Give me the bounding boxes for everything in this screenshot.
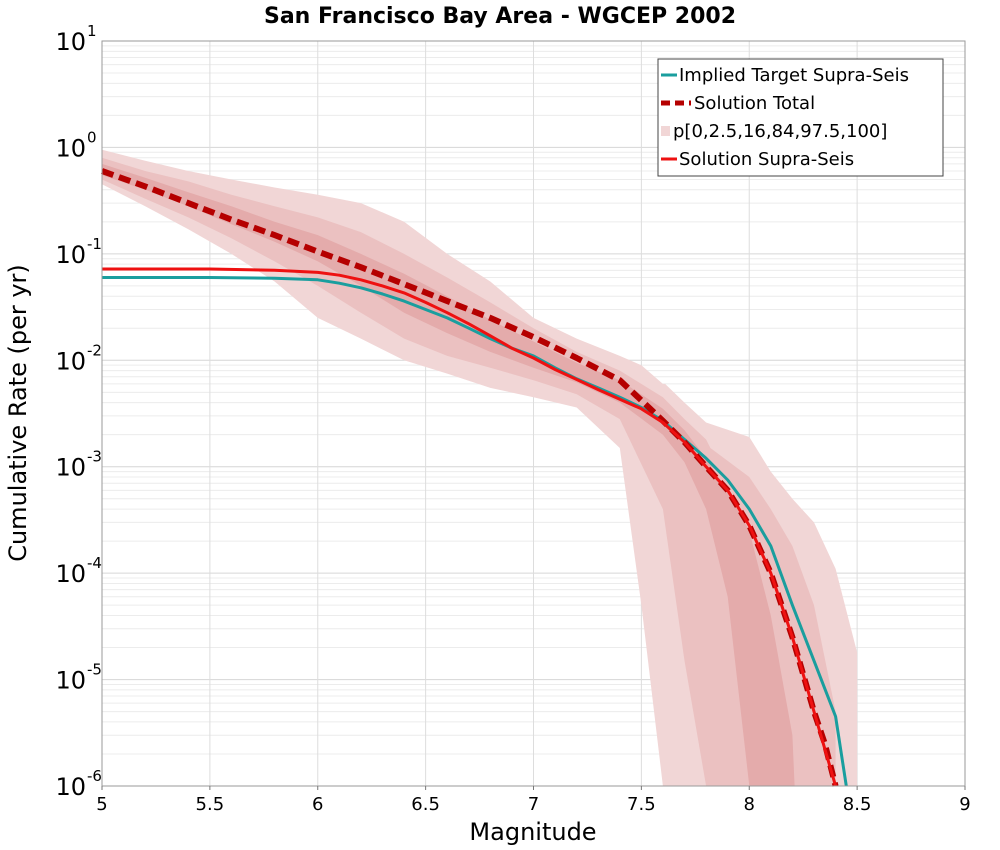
y-tick-base: 10 [55,347,86,375]
legend-label: p[0,2.5,16,84,97.5,100] [673,121,887,142]
y-tick-base: 10 [55,667,86,695]
y-tick-label: 10 -2 [55,341,102,375]
y-tick-base: 10 [55,773,86,801]
legend-entry: Implied Target Supra-Seis [661,65,909,86]
x-tick-label: 6.5 [411,794,440,815]
y-tick-label: 10 -4 [55,554,102,588]
y-tick-label: 10 -5 [55,661,102,695]
x-tick-label: 7 [528,794,539,815]
y-tick-label: 10 1 [55,22,96,56]
y-tick-label: 10 -1 [55,235,102,269]
y-tick-base: 10 [55,28,86,56]
x-tick-label: 6 [312,794,323,815]
legend-entry: Solution Total [661,93,815,114]
legend-entry: Solution Supra-Seis [661,149,854,170]
y-tick-exponent: -2 [87,341,102,359]
x-tick-label: 5 [96,794,107,815]
percentile-bands [102,149,858,787]
legend-label: Solution Supra-Seis [679,149,854,170]
legend-box [657,58,944,177]
y-tick-label: 10 -6 [55,767,102,801]
y-tick-exponent: -6 [87,767,102,785]
y-tick-exponent: 0 [87,128,97,146]
band-outer [102,149,858,787]
y-tick-base: 10 [55,454,86,482]
legend-label: Implied Target Supra-Seis [679,65,909,86]
x-tick-label: 8 [744,794,755,815]
y-tick-base: 10 [55,241,86,269]
x-tick-label: 9 [959,794,970,815]
y-tick-exponent: -4 [87,554,102,572]
x-tick-label: 7.5 [627,794,656,815]
y-tick-exponent: 1 [87,22,97,40]
y-axis-label: Cumulative Rate (per yr) [4,264,32,562]
series-lines [100,168,848,787]
x-tick-label: 5.5 [196,794,225,815]
y-tick-base: 10 [55,560,86,588]
legend-swatch [661,126,670,136]
series-line-implied-target-supra-seis [102,276,848,787]
x-axis-label: Magnitude [469,818,596,846]
y-tick-base: 10 [55,134,86,162]
legend-entry: p[0,2.5,16,84,97.5,100] [661,121,887,142]
y-tick-label: 10 0 [55,128,96,162]
legend-label: Solution Total [694,93,815,114]
y-tick-exponent: -3 [87,448,102,466]
y-tick-exponent: -1 [87,235,102,253]
chart-title: San Francisco Bay Area - WGCEP 2002 [264,4,736,29]
y-tick-label: 10 -3 [55,448,102,482]
series-line-solution-supra-seis [102,267,838,787]
x-axis-ticks: 5 5.5 6 6.5 7 7.5 8 8.5 9 [96,786,971,815]
legend: Implied Target Supra-Seis Solution Total p… [657,58,944,177]
x-tick-label: 8.5 [843,794,872,815]
y-tick-exponent: -5 [87,661,102,679]
